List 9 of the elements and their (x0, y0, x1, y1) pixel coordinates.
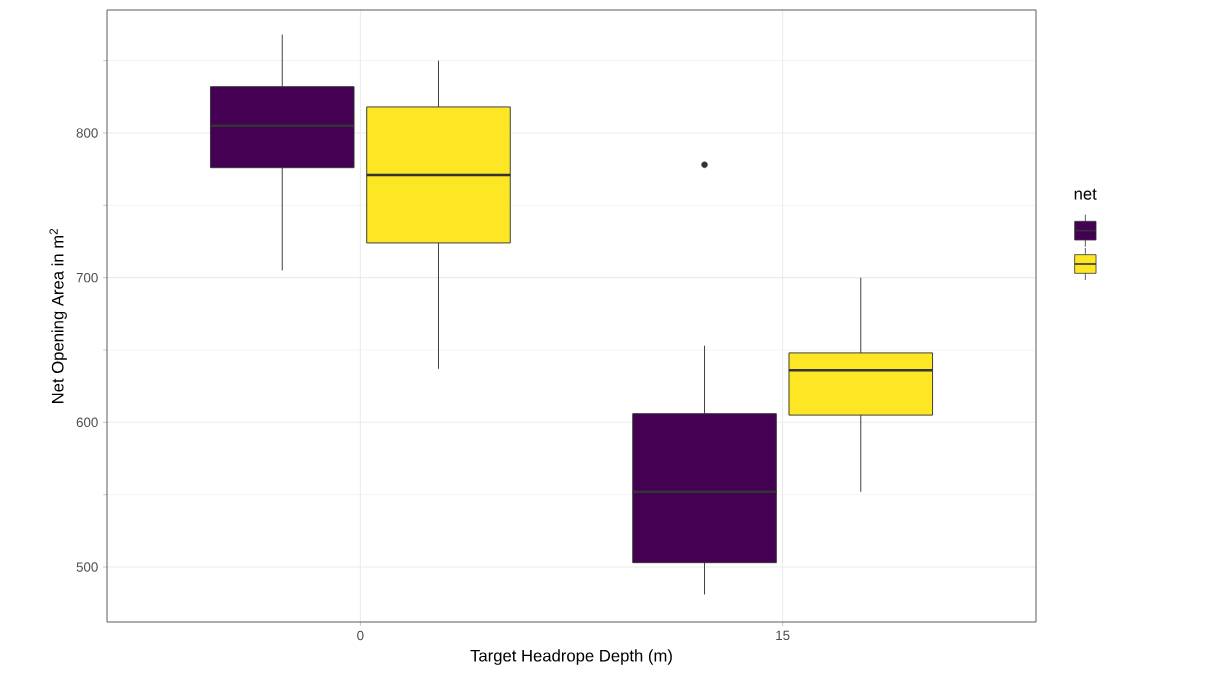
legend-title: net (1074, 188, 1097, 200)
x-tick-label: 15 (776, 630, 790, 641)
y-tick-label: 800 (76, 128, 98, 138)
y-tick-label: 500 (76, 562, 98, 572)
x-tick-label: 0 (357, 630, 364, 641)
y-tick-label: 700 (76, 272, 98, 283)
y-axis-title: Net Opening Area in m$^{2}$ (49, 228, 67, 403)
x-axis-title: Target Headrope Depth (m) (470, 649, 672, 665)
y-tick-label: 600 (76, 417, 98, 428)
